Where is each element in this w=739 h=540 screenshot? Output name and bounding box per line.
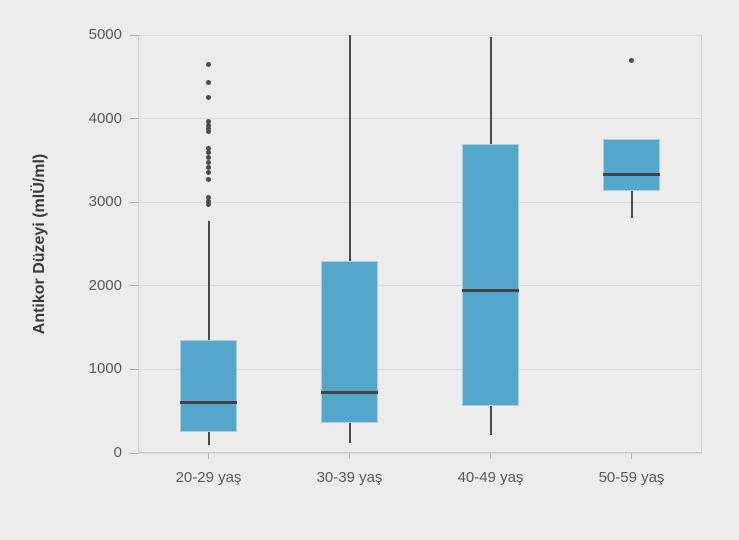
y-tick-mark xyxy=(130,368,138,370)
outlier-dot xyxy=(206,169,211,175)
y-tick-mark xyxy=(130,34,138,36)
y-tick-label: 3000 xyxy=(88,193,122,211)
outlier-dot xyxy=(206,198,211,204)
median-line xyxy=(180,400,237,404)
y-axis-title: Antikor Düzeyi (mlÜ/ml) xyxy=(31,153,48,335)
x-tick-mark xyxy=(349,453,350,459)
outlier-dot xyxy=(206,150,211,156)
gridline xyxy=(138,34,702,36)
outlier-dot xyxy=(206,95,211,101)
whisker-lower xyxy=(489,406,492,436)
plot-area xyxy=(138,34,702,454)
y-tick-mark xyxy=(130,285,138,287)
x-tick-label: 20-29 yaş xyxy=(175,469,242,486)
outlier-dot xyxy=(206,160,211,166)
whisker-upper xyxy=(489,36,492,144)
x-tick-label: 30-39 yaş xyxy=(316,469,383,486)
gridline xyxy=(138,368,702,370)
outlier-dot xyxy=(206,61,211,67)
outlier-dot xyxy=(206,194,211,200)
y-tick-label: 0 xyxy=(113,444,122,461)
axis-spine-left xyxy=(138,35,139,453)
outlier-dot xyxy=(206,126,211,132)
x-tick-label: 40-49 yaş xyxy=(457,469,524,486)
whisker-lower xyxy=(207,432,210,445)
box-iqr xyxy=(321,260,378,423)
y-tick-label: 1000 xyxy=(88,360,122,378)
outlier-dot xyxy=(206,129,211,135)
outlier-dot xyxy=(206,177,211,183)
outlier-dot xyxy=(206,202,211,208)
outlier-dot xyxy=(206,155,211,161)
outlier-dot xyxy=(206,146,211,152)
x-tick-mark xyxy=(208,453,209,459)
y-tick-mark xyxy=(130,201,138,203)
x-tick-mark xyxy=(490,453,491,459)
gridline xyxy=(138,118,702,120)
whisker-lower xyxy=(630,191,633,219)
gridline xyxy=(138,285,702,287)
box-iqr xyxy=(603,138,660,192)
box-iqr xyxy=(180,340,237,433)
median-line xyxy=(603,173,660,177)
outlier-dot xyxy=(629,58,634,64)
outlier-dot xyxy=(206,122,211,128)
median-line xyxy=(462,289,519,293)
x-tick-mark xyxy=(631,453,632,459)
x-tick-label: 50-59 yaş xyxy=(598,469,665,486)
y-tick-label: 2000 xyxy=(88,276,122,294)
box-iqr xyxy=(462,143,519,407)
axis-line-bottom xyxy=(138,452,702,453)
gridline xyxy=(138,201,702,203)
outlier-dot xyxy=(206,119,211,125)
y-tick-label: 5000 xyxy=(88,26,122,43)
whisker-lower xyxy=(348,422,351,443)
outlier-dot xyxy=(206,80,211,86)
axis-spine-right xyxy=(701,35,702,453)
gridline xyxy=(138,452,702,454)
whisker-upper xyxy=(207,220,210,341)
outlier-dot xyxy=(206,165,211,171)
whisker-upper xyxy=(348,35,351,261)
median-line xyxy=(321,391,378,395)
y-tick-mark xyxy=(130,452,138,454)
y-tick-label: 4000 xyxy=(88,109,122,127)
y-tick-mark xyxy=(130,118,138,120)
